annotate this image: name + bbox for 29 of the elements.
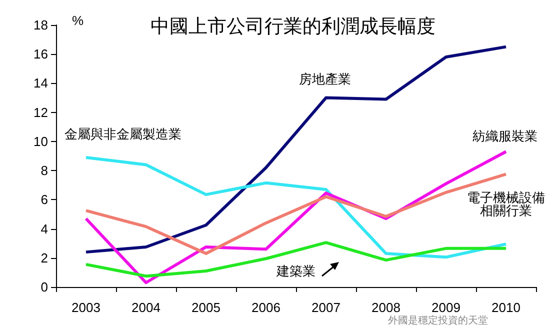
- line-series: [84, 156, 508, 259]
- text: 金屬與非金屬製造業: [64, 128, 182, 142]
- x-tick-label: 2003: [72, 300, 100, 315]
- x-tick-label: 2004: [132, 300, 160, 315]
- x-tick-label: 2010: [492, 300, 520, 315]
- y-tick-label: 12: [34, 104, 48, 120]
- y-tick-label: 2: [40, 250, 48, 266]
- x-tick-label: 2009: [432, 300, 460, 315]
- y-tick-label: 4: [40, 221, 48, 236]
- series-label: 紡織服裝業: [472, 130, 538, 144]
- line-series: [84, 241, 508, 278]
- series-label: 建築業: [276, 264, 316, 280]
- series-label: 房地產業: [299, 72, 351, 88]
- x-tick-label: 2008: [372, 300, 400, 315]
- y-tick-label: 8: [40, 163, 48, 178]
- y-tick-label: 10: [34, 134, 48, 149]
- text: 外國是穩定投資的天堂: [388, 314, 488, 326]
- y-tick-label: 0: [40, 280, 48, 294]
- y-tick-label: 14: [34, 76, 48, 91]
- line-series: [84, 172, 508, 256]
- y-tick-label: 6: [40, 192, 48, 208]
- x-tick-label: 2006: [252, 300, 280, 315]
- x-tick-label: 2007: [312, 300, 340, 315]
- x-tick-label: 2005: [192, 300, 220, 315]
- chart-title: 中國上市公司行業的利潤成長幅度: [150, 16, 436, 38]
- y-tick-label: 16: [34, 46, 48, 62]
- series-label: 電子機械設備相關行業: [467, 191, 545, 219]
- y-tick-label: 18: [34, 18, 48, 32]
- y-axis-title: %: [72, 13, 84, 28]
